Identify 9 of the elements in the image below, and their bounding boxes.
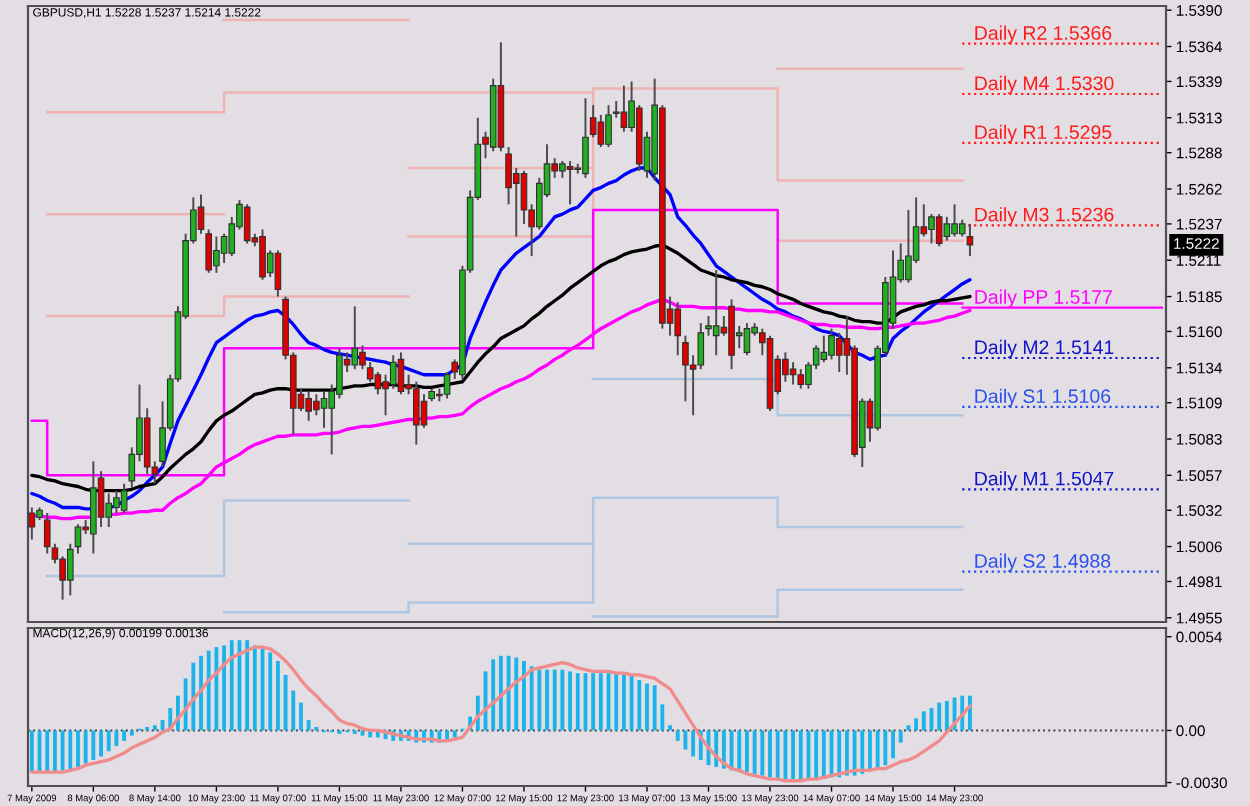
series-label: Daily M1 1.5047 [975, 471, 1114, 490]
series-label: Daily PP 1.5177 [975, 289, 1112, 308]
series-label: Daily R1 1.5295 [975, 124, 1112, 143]
series-label: Daily S1 1.5106 [975, 388, 1111, 407]
series-label: Daily S2 1.4988 [975, 553, 1111, 572]
series-label: Daily M3 1.5236 [975, 207, 1114, 226]
series-label: Daily M4 1.5330 [975, 75, 1114, 94]
series-label: Daily R2 1.5366 [975, 25, 1112, 44]
series-label: Daily M2 1.5141 [975, 339, 1114, 358]
